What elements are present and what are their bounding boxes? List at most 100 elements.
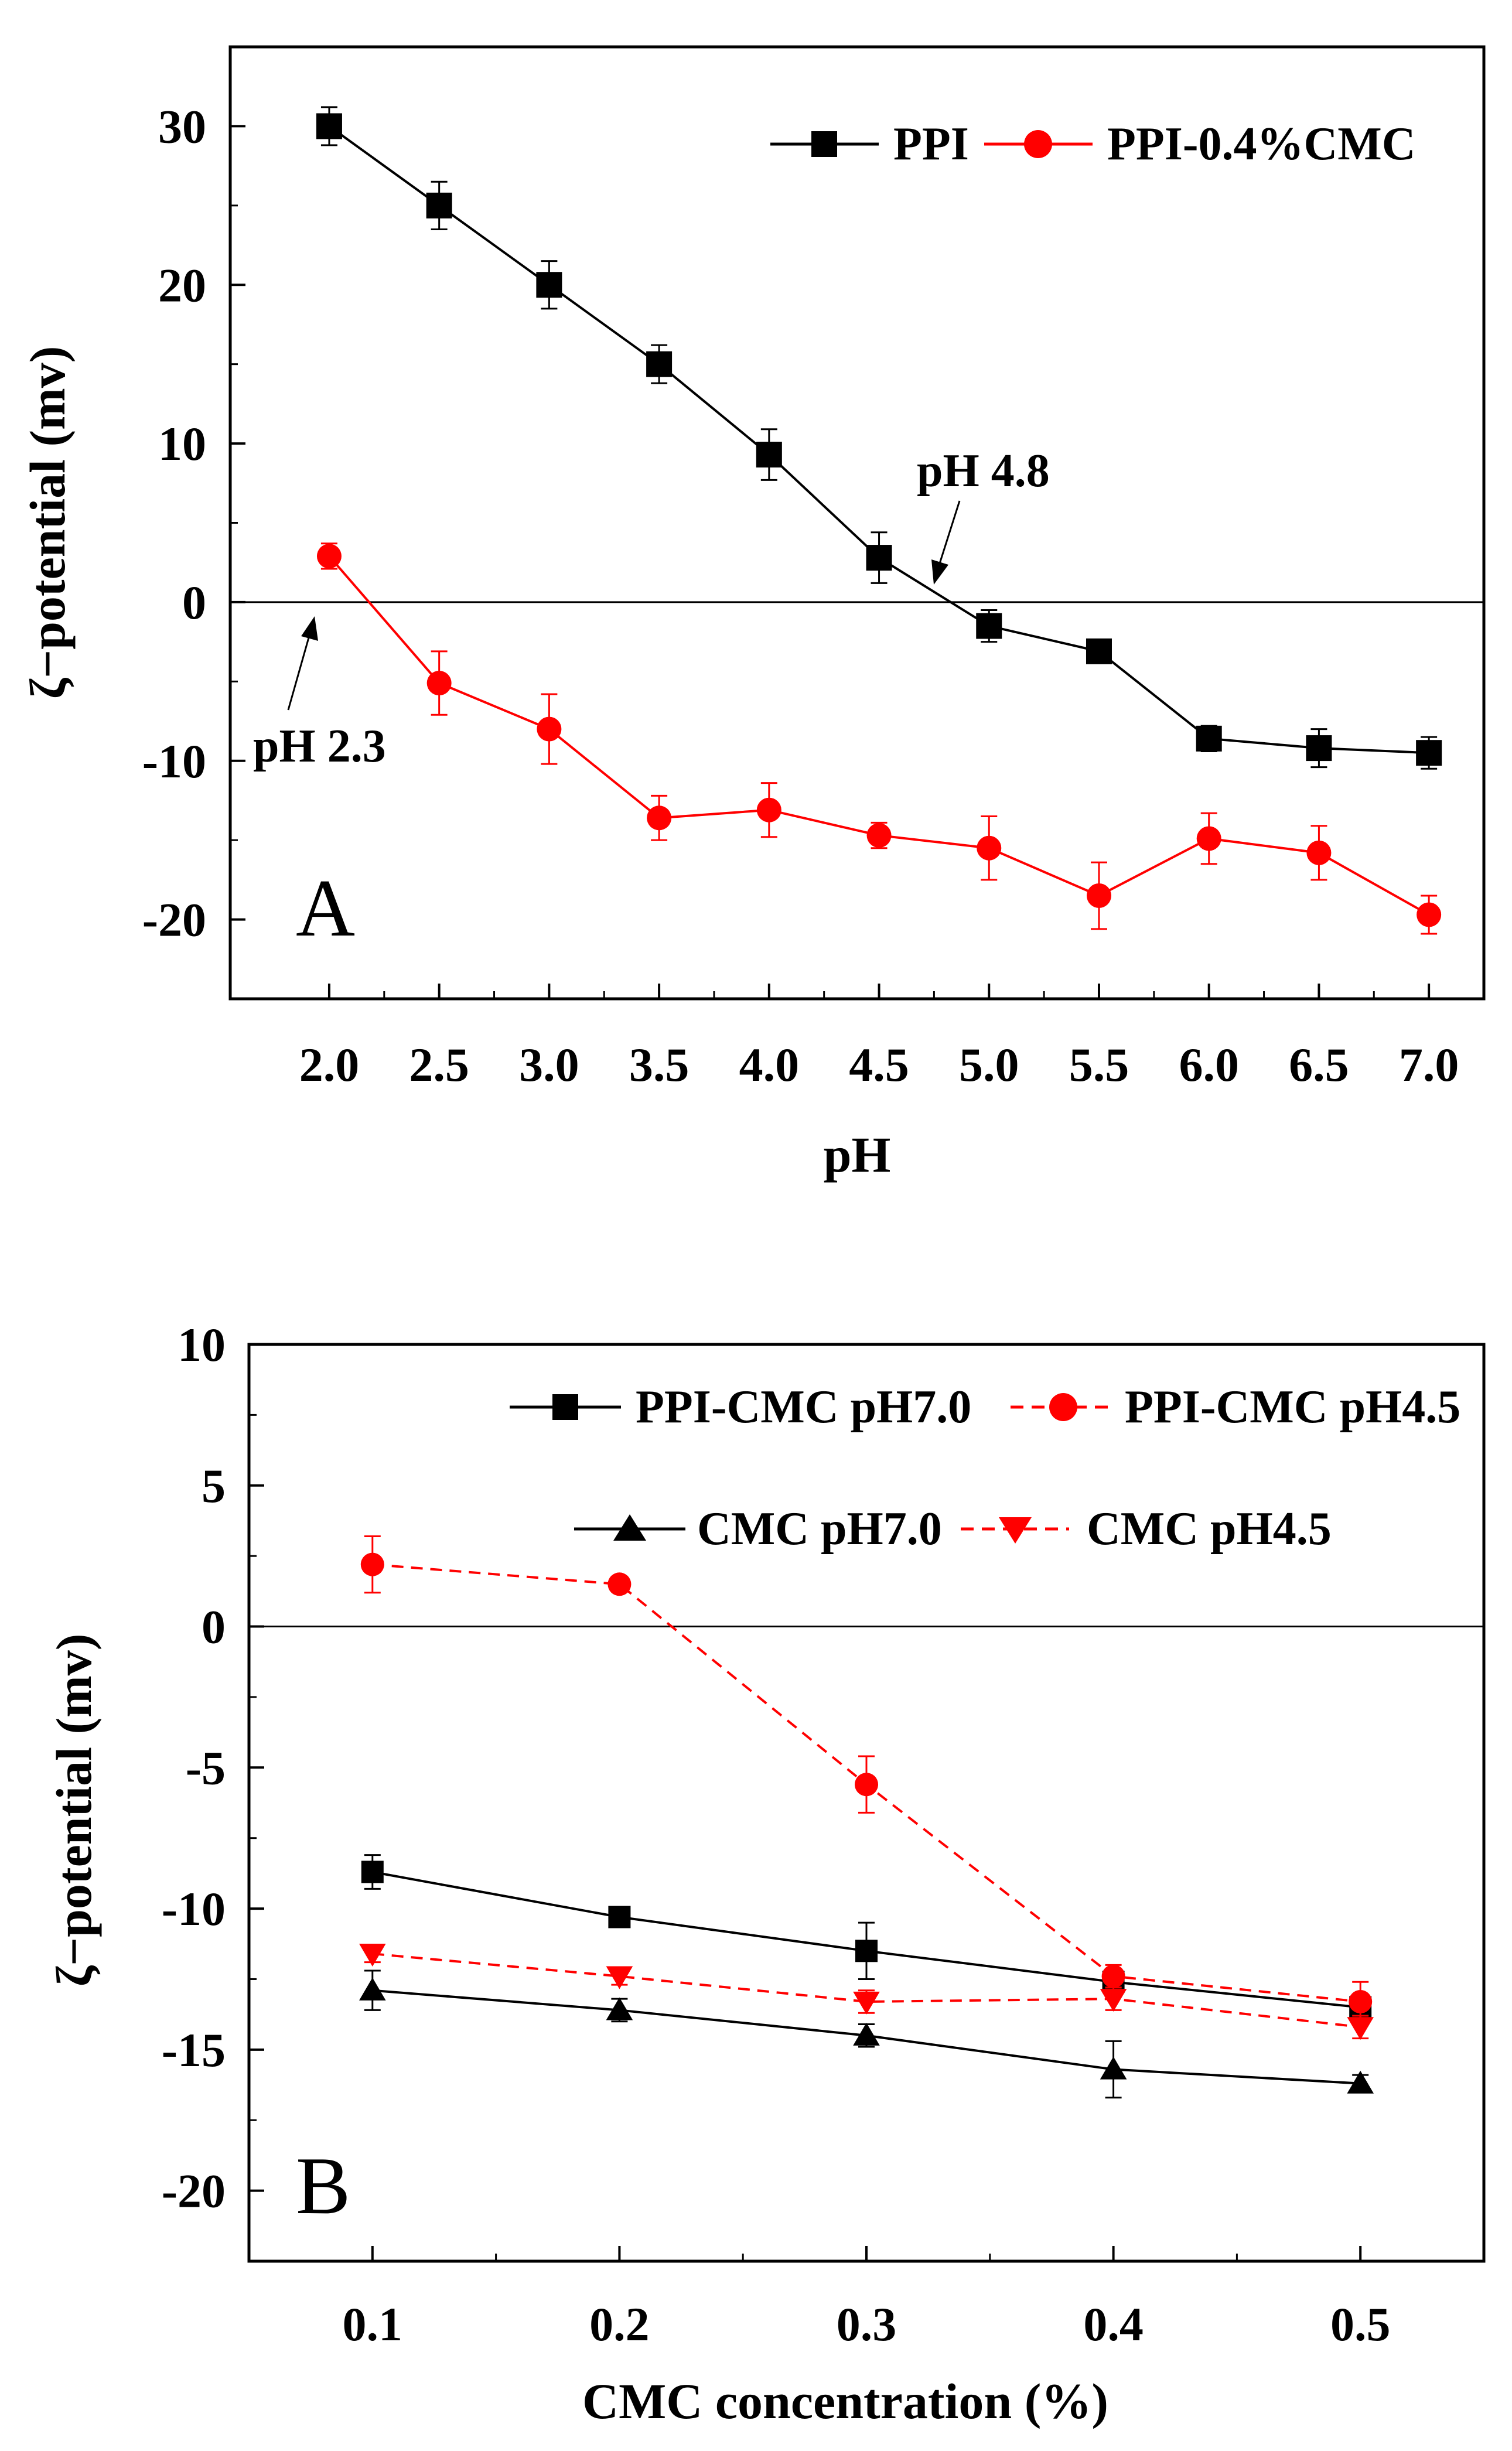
panel-a-letter: A <box>296 863 355 954</box>
series-line <box>372 1952 1361 2029</box>
y-tick-label: 30 <box>158 100 206 153</box>
data-point <box>1347 2017 1374 2040</box>
data-point <box>537 716 562 742</box>
x-tick-label: 2.0 <box>299 1038 360 1091</box>
annotation-ph-2-3: pH 2.3 <box>253 616 386 772</box>
legend-marker-ppi-cmc <box>1024 130 1052 158</box>
data-point <box>855 1940 878 1962</box>
data-point <box>426 192 452 219</box>
data-point <box>976 613 1002 639</box>
annotation-ph-2-3-arrowhead <box>301 616 318 641</box>
x-tick-label: 0.1 <box>343 2298 403 2351</box>
panel-b: -20 -15 -10 -5 0 5 10 0.1 0.2 0.3 0.4 0.5 CMC conc… <box>46 1318 1486 2429</box>
panel-a-x-ticks: 2.0 2.5 3.0 3.5 4.0 4.5 5.0 5.5 6.0 6.5 7.0 <box>299 984 1459 1091</box>
data-point <box>316 544 342 569</box>
legend-marker-cmc-ph4-5 <box>999 1517 1032 1544</box>
panel-b-series <box>359 1535 1374 2099</box>
legend-label-ppi-cmc-ph7: PPI-CMC pH7.0 <box>636 1381 971 1433</box>
data-point <box>316 113 342 139</box>
panel-a-y-ticks: -20 -10 0 10 20 30 <box>142 100 245 947</box>
legend-marker-cmc-ph7 <box>613 1514 646 1541</box>
data-point <box>426 671 452 696</box>
x-tick-label: 5.0 <box>959 1038 1019 1091</box>
series-ppi-cmc-ph4-5 <box>360 1535 1373 2023</box>
data-point <box>360 1552 384 1576</box>
y-tick-label: 5 <box>202 1459 226 1513</box>
data-point <box>646 351 673 377</box>
y-tick-label: 20 <box>158 258 206 312</box>
data-point <box>1086 638 1112 664</box>
annotation-ph-4-8: pH 4.8 <box>917 445 1050 585</box>
panel-a: -20 -10 0 10 20 30 2.0 2.5 3.0 3.5 4.0 4.5 5.0 5.5 6.… <box>19 45 1486 1183</box>
data-point <box>1306 735 1332 762</box>
y-tick-label: -15 <box>162 2023 226 2077</box>
data-point <box>853 2022 880 2046</box>
data-point <box>1417 902 1442 927</box>
annotation-ph-4-8-label: pH 4.8 <box>917 445 1050 497</box>
annotation-ph-4-8-arrow <box>938 500 961 566</box>
panel-b-y-ticks: -20 -15 -10 -5 0 5 10 <box>162 1318 264 2218</box>
annotation-ph-4-8-arrowhead <box>931 559 948 585</box>
panel-b-y-axis-title: ζ−potential (mv) <box>46 1634 102 1987</box>
data-point <box>607 1572 632 1596</box>
x-tick-label: 0.4 <box>1083 2298 1144 2351</box>
series-ppi <box>316 106 1442 770</box>
data-point <box>361 1861 384 1883</box>
panel-b-x-axis-title: CMC concentration (%) <box>582 2373 1108 2429</box>
panel-a-series <box>316 106 1442 935</box>
series-cmc-ph4-5 <box>359 1944 1374 2040</box>
legend-entry-ppi: PPI <box>770 118 969 170</box>
data-point <box>606 1966 633 1989</box>
x-tick-label: 6.5 <box>1289 1038 1349 1091</box>
legend-marker-ppi <box>811 131 837 157</box>
legend-entry-cmc-ph4-5: CMC pH4.5 <box>961 1503 1332 1555</box>
y-tick-label: -20 <box>162 2165 226 2218</box>
data-point <box>359 1944 386 1967</box>
data-point <box>756 442 782 468</box>
y-tick-label: 10 <box>158 417 206 470</box>
legend-entry-cmc-ph7: CMC pH7.0 <box>574 1503 942 1555</box>
x-tick-label: 4.5 <box>849 1038 909 1091</box>
panel-b-legend: PPI-CMC pH7.0 PPI-CMC pH4.5 CMC pH7.0 CM… <box>510 1381 1460 1555</box>
legend-entry-ppi-cmc-ph7: PPI-CMC pH7.0 <box>510 1381 971 1433</box>
x-tick-label: 0.2 <box>589 2298 650 2351</box>
y-tick-label: 10 <box>178 1318 226 1371</box>
legend-marker-ppi-cmc-ph7 <box>552 1394 578 1420</box>
panel-a-legend: PPI PPI-0.4%CMC <box>770 118 1416 170</box>
legend-marker-ppi-cmc-ph4-5 <box>1049 1393 1077 1421</box>
data-point <box>536 272 562 298</box>
data-point <box>1416 740 1442 766</box>
x-tick-label: 3.5 <box>629 1038 690 1091</box>
data-point <box>866 823 892 848</box>
x-tick-label: 2.5 <box>409 1038 469 1091</box>
data-point <box>1100 2056 1127 2080</box>
series-cmc-ph7-0 <box>359 1969 1374 2099</box>
x-tick-label: 0.5 <box>1330 2298 1391 2351</box>
legend-entry-ppi-cmc-ph4-5: PPI-CMC pH4.5 <box>1011 1381 1460 1433</box>
panel-b-letter: B <box>296 2141 350 2231</box>
x-tick-label: 7.0 <box>1399 1038 1459 1091</box>
y-tick-label: -5 <box>186 1741 226 1794</box>
x-tick-label: 5.5 <box>1069 1038 1129 1091</box>
data-point <box>1101 1964 1125 1988</box>
data-point <box>855 1773 878 1797</box>
data-point <box>606 1997 633 2020</box>
legend-label-cmc-ph7: CMC pH7.0 <box>697 1503 942 1555</box>
data-point <box>1196 725 1222 752</box>
y-tick-label: -10 <box>162 1882 226 1935</box>
data-point <box>853 1991 880 2015</box>
panel-b-x-ticks: 0.1 0.2 0.3 0.4 0.5 <box>343 2246 1391 2351</box>
data-point <box>1347 2070 1374 2094</box>
data-point <box>608 1906 631 1928</box>
data-point <box>1349 1989 1373 2013</box>
data-point <box>977 835 1002 861</box>
data-point <box>866 545 892 571</box>
data-point <box>647 805 672 831</box>
series-ppi-0-4-cmc <box>316 542 1442 935</box>
data-point <box>1196 826 1221 851</box>
legend-label-ppi-cmc-ph4-5: PPI-CMC pH4.5 <box>1125 1381 1460 1433</box>
y-tick-label: 0 <box>182 576 206 629</box>
data-point <box>1306 840 1332 865</box>
